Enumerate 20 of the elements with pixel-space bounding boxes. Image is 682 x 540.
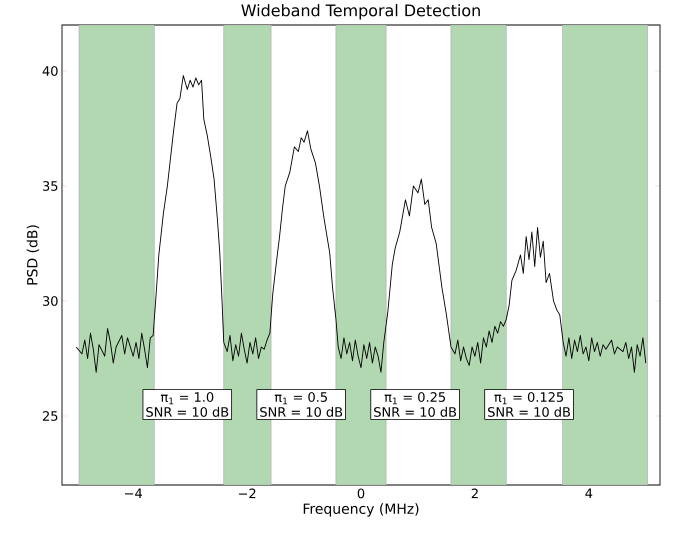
y-tick-label: 25 xyxy=(42,411,58,421)
x-tick-label: −2 xyxy=(238,488,256,498)
chart-title: Wideband Temporal Detection xyxy=(241,4,480,20)
x-axis-title: Frequency (MHz) xyxy=(304,503,418,517)
x-tick-label: −4 xyxy=(125,488,142,498)
x-tick-label: 2 xyxy=(472,488,478,498)
y-tick-label: 40 xyxy=(42,66,58,76)
annotation: π$_{1}$ = 0.125 xyxy=(494,392,564,404)
x-tick-label: 4 xyxy=(585,488,592,498)
annotation: SNR = 10 dB xyxy=(146,406,228,417)
annotation: π$_{1}$ = 1.0 xyxy=(160,392,214,404)
y-tick-label: 30 xyxy=(42,296,58,306)
x-tick-label: 0 xyxy=(358,488,364,498)
annotation: π$_{1}$ = 0.5 xyxy=(274,392,327,404)
y-axis-title: PSD (dB) xyxy=(26,225,40,284)
y-tick-label: 35 xyxy=(42,181,58,191)
annotation: SNR = 10 dB xyxy=(488,406,570,417)
annotation: SNR = 10 dB xyxy=(260,406,342,417)
annotation: SNR = 10 dB xyxy=(374,406,456,417)
annotation: π$_{1}$ = 0.25 xyxy=(384,392,445,404)
